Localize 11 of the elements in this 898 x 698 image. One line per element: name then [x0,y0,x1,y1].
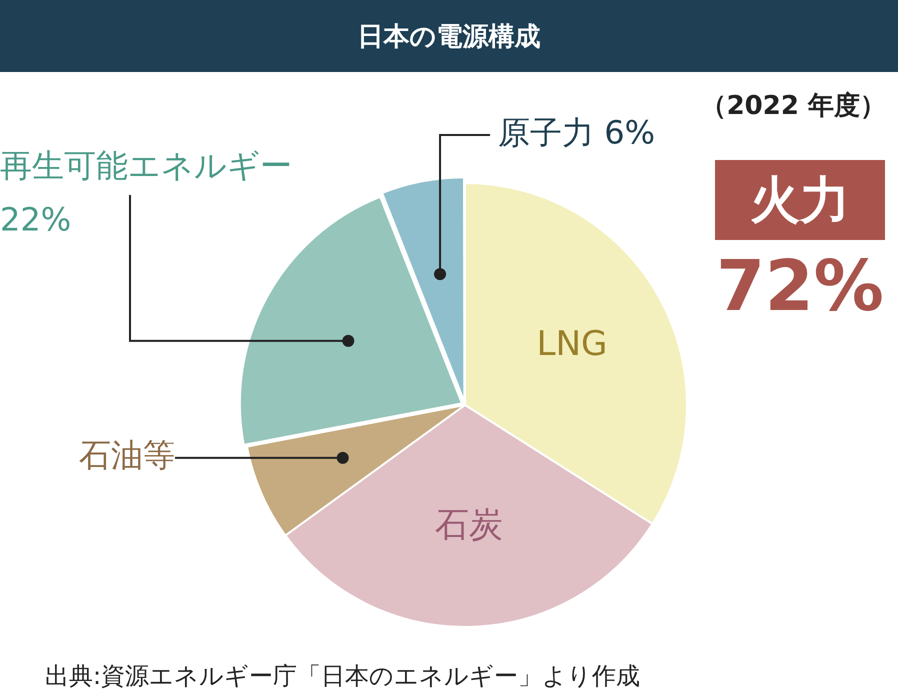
slice-label: 原子力 6% [498,113,655,152]
slice-label: 石油等 [79,436,175,474]
slice-label: 石炭 [434,504,503,545]
text: 火力 [715,160,885,240]
data-label: 22% [0,200,72,238]
slice-label: 再生可能エネルギー [0,146,292,184]
slice-label: LNG [536,324,608,364]
text: （2022 年度） [700,90,886,123]
source-note: 出典:資源エネルギー庁「日本のエネルギー」より作成 [45,661,640,692]
text: 72% [715,245,885,327]
chart-title: 日本の電源構成 [0,0,898,72]
